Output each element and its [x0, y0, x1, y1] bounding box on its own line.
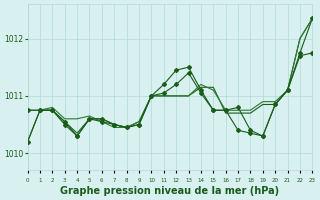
- X-axis label: Graphe pression niveau de la mer (hPa): Graphe pression niveau de la mer (hPa): [60, 186, 280, 196]
